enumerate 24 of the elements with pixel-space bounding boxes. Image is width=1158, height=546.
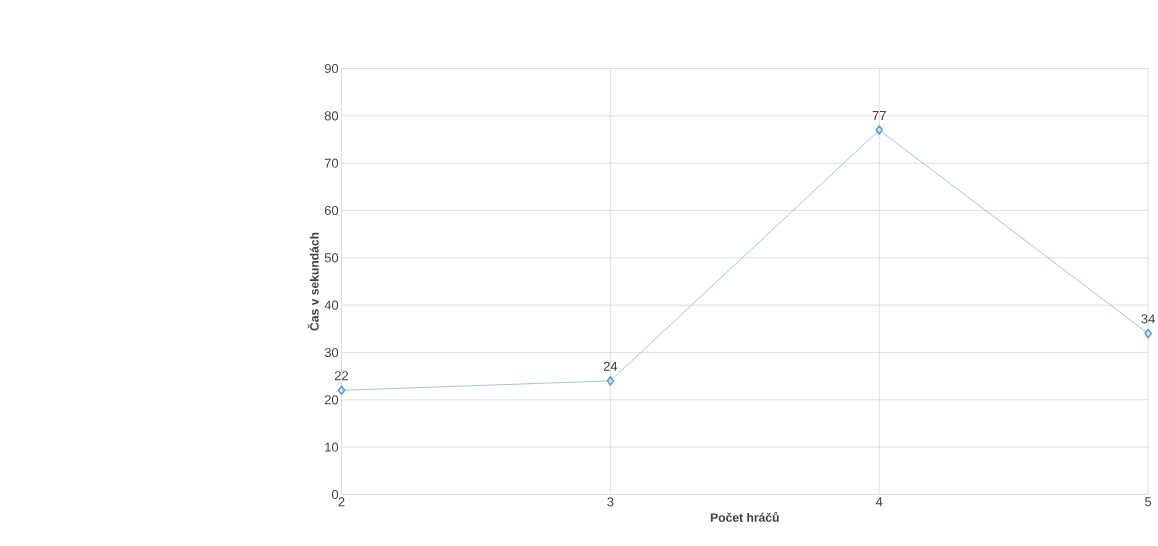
y-tick-label: 60 xyxy=(324,206,339,216)
x-axis-title: Počet hráčů xyxy=(710,512,779,523)
y-tick-label: 10 xyxy=(325,442,339,452)
x-tick-label: 4 xyxy=(875,497,883,507)
data-label: 24 xyxy=(603,361,618,371)
y-tick-label: 40 xyxy=(324,300,339,310)
point xyxy=(337,385,346,396)
point xyxy=(606,376,615,386)
y-tick-label: 50 xyxy=(324,253,339,263)
x-tick-label: 2 xyxy=(338,497,345,507)
point xyxy=(875,125,884,136)
y-axis-title: Čas v sekundách xyxy=(307,232,319,331)
point xyxy=(1144,328,1152,339)
y-tick-label: 20 xyxy=(324,395,339,405)
x-tick-label: 5 xyxy=(1145,497,1152,507)
y-tick-label: 90 xyxy=(324,64,339,74)
data-label: 77 xyxy=(872,111,886,121)
y-tick-label: 0 xyxy=(331,490,339,500)
y-tick-label: 70 xyxy=(324,158,339,168)
data-label: 34 xyxy=(1141,314,1155,324)
x-tick-label: 3 xyxy=(607,497,614,507)
y-tick-label: 80 xyxy=(324,111,339,121)
y-tick-label: 30 xyxy=(324,348,339,358)
data-label: 22 xyxy=(334,371,349,381)
